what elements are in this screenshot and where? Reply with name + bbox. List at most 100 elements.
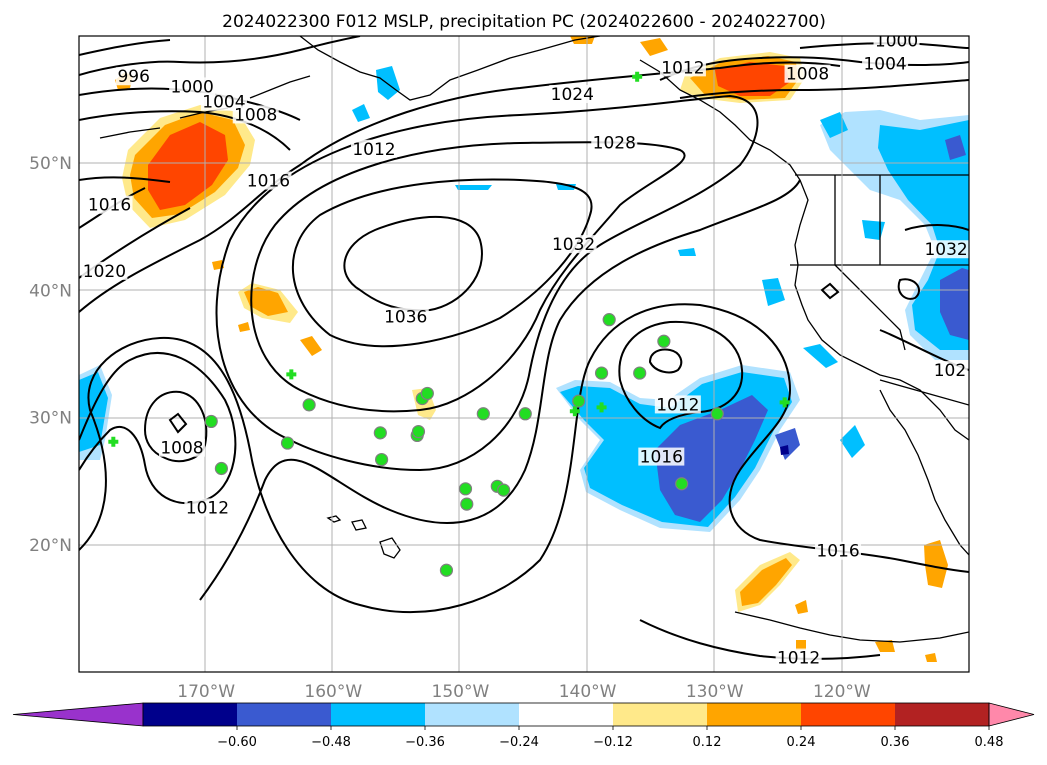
isobar-label: 1016: [816, 542, 859, 562]
border-state-2: [790, 175, 906, 351]
precip-area-south-3: [795, 600, 808, 614]
precip-area-south-4: [875, 640, 895, 652]
x-axis-ticks: 170°W 160°W 150°W 140°W 130°W 120°W: [177, 682, 871, 702]
isobar-label: 1036: [384, 308, 427, 328]
map-area: 996 1000 1004 1008 1012 1016 1016 1020 1024 1028 1…: [79, 36, 969, 672]
y-tick-label: 40°N: [29, 281, 72, 301]
isobar-label: 1020: [83, 262, 126, 282]
isobar-label-bg: [382, 307, 429, 326]
isobar-goa-3: [679, 79, 969, 99]
isobar-1012-south: [639, 619, 881, 660]
colorbar-tick-label: 0.12: [693, 735, 722, 750]
isobar-label-bg: [115, 67, 152, 86]
station-dot-marker: [375, 452, 389, 467]
isobar-label: 1032: [552, 235, 595, 255]
precip-area-small-blue-4: [352, 104, 370, 122]
isobar-label-bg: [932, 361, 968, 380]
isobar-label-bg: [158, 438, 205, 457]
precip-area-land-core: [940, 268, 969, 340]
isobar-1008-east: [648, 348, 683, 374]
colorbar-segment: [801, 703, 895, 726]
isobar-label-bg: [232, 105, 279, 124]
colorbar-segment: [143, 703, 237, 726]
isobar-label: 996: [117, 67, 149, 87]
colorbar-segment: [519, 703, 613, 726]
y-axis-ticks: 20°N 30°N 40°N 50°N: [29, 154, 72, 556]
precip-area-small-5: [640, 38, 668, 56]
isobar-label: 1012: [656, 395, 699, 415]
colorbar-segment: [425, 703, 519, 726]
coastline-baja: [879, 389, 969, 556]
colorbar-tick-label: 0.24: [787, 735, 816, 750]
station-dot-marker: [572, 394, 586, 408]
station-cross-marker: [108, 436, 119, 447]
isobar-label: 1028: [593, 133, 636, 153]
isobar-label: 1008: [234, 105, 277, 125]
precip-area-se-small: [840, 425, 865, 458]
isobar-label-bg: [638, 447, 685, 466]
isobar-label: 1012: [186, 498, 229, 518]
precip-area-small-blue-6: [820, 112, 848, 138]
station-dot-marker: [460, 497, 474, 511]
map-frame: [78, 35, 970, 673]
precip-area-small-blue-1: [455, 185, 492, 190]
isobar-aleutian-2: [79, 110, 291, 151]
isobar-label: 1000: [171, 77, 214, 97]
station-dot-marker: [710, 407, 724, 421]
isobar-aleutian-3: [79, 36, 361, 76]
colorbar-segment: [707, 703, 801, 726]
isobar-1020-main: [79, 61, 841, 601]
isobar-aleutian-4: [79, 39, 171, 56]
station-dot-marker: [280, 436, 295, 450]
x-tick-label: 140°W: [559, 682, 617, 702]
isobar-label-bg: [350, 139, 397, 158]
colorbar-tick-label: 0.36: [881, 735, 910, 750]
colorbar-extend-min: [12, 702, 144, 727]
isobar-label: 1008: [160, 439, 203, 459]
precip-area-south-5: [925, 653, 937, 662]
precip-area-small-2: [300, 336, 322, 356]
station-dot-marker: [602, 313, 616, 327]
station-dot-marker: [204, 414, 218, 429]
station-dot-marker: [633, 366, 647, 380]
isobar-label-bg: [81, 261, 128, 280]
station-dot-marker: [420, 386, 434, 401]
isobar-label-bg: [873, 36, 920, 50]
isobar-label-bg: [86, 195, 133, 214]
isobar-label: 1016: [247, 172, 290, 192]
isobar-label: 1032: [924, 240, 967, 260]
station-dot-marker: [214, 461, 228, 476]
isobar-labels: 996 1000 1004 1008 1012 1016 1016 1020 1024 1028 1…: [81, 36, 969, 669]
colorbar-tick-label: −0.36: [405, 735, 445, 750]
isobar-1012-west: [79, 352, 237, 505]
isobar-label-bg: [654, 395, 701, 414]
isobar-label: 1016: [640, 448, 683, 468]
isobar-1024: [215, 94, 759, 472]
coastline-bc: [639, 59, 969, 441]
colorbar-segment: [895, 703, 989, 726]
colorbar-segment: [237, 703, 331, 726]
station-dot-marker: [458, 482, 473, 496]
border-us-mexico: [879, 379, 969, 406]
isobar-label: 1008: [786, 65, 829, 85]
station-dot-marker: [373, 426, 387, 440]
precip-area-goa-core: [715, 62, 790, 96]
chart-title: 2024022300 F012 MSLP, precipitation PC (…: [222, 12, 826, 32]
isobar-label-bg: [591, 133, 638, 152]
precip-area-coast-2: [803, 344, 838, 368]
precip-area-small-orange: [238, 322, 250, 332]
isobar-label-bg: [550, 235, 597, 254]
colorbar-tick-label: −0.48: [311, 735, 351, 750]
station-cross-marker: [569, 406, 580, 417]
station-dot-marker: [675, 477, 689, 491]
y-tick-label: 30°N: [29, 409, 72, 429]
precip-area-south-core: [740, 558, 792, 606]
station-dot-marker: [497, 483, 511, 497]
isobar-label-bg: [549, 85, 596, 104]
x-tick-label: 130°W: [686, 682, 744, 702]
x-tick-label: 170°W: [177, 682, 235, 702]
x-tick-label: 120°W: [813, 682, 871, 702]
precip-area-south-2: [924, 540, 948, 588]
station-cross-marker: [779, 397, 790, 408]
isobar-label-bg: [775, 648, 822, 667]
